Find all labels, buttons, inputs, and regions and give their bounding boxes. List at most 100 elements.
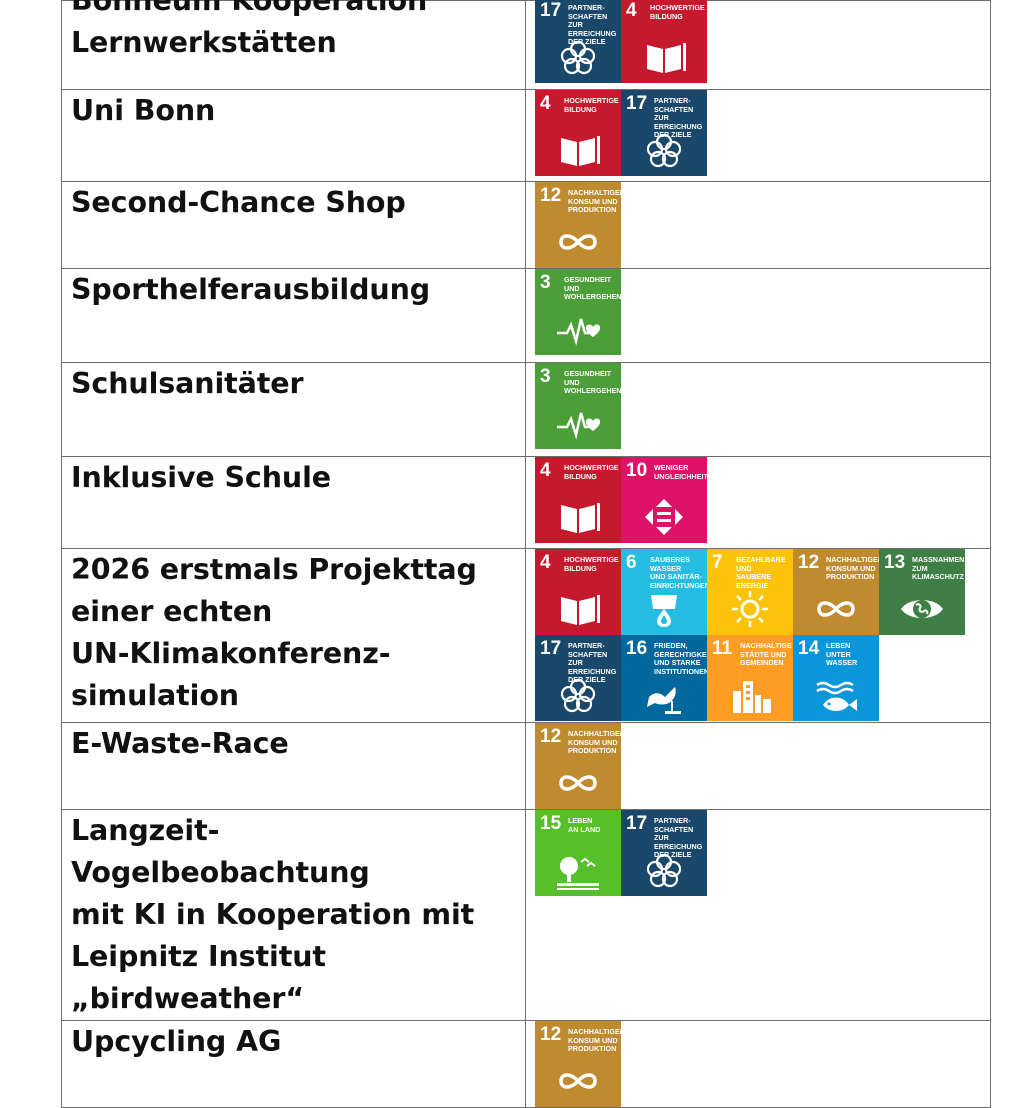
book-icon	[561, 595, 600, 625]
sdg-number: 17	[626, 93, 648, 114]
project-name-cell: Sporthelferausbildung	[61, 268, 526, 363]
project-name-cell: Uni Bonn	[61, 89, 526, 182]
sdg-tile-12: 12 NACHHALTIGE/R KONSUM UND PRODUKTION	[535, 1021, 621, 1107]
sdg-label: HOCHWERTIGE BILDUNG	[564, 555, 619, 573]
infinity-icon	[559, 234, 597, 250]
table-row: Upcycling AG 12 NACHHALTIGE/R KONSUM UND P…	[61, 1020, 991, 1108]
sdg-tile-17: 17 PARTNER- SCHAFTEN ZUR ERREICHUNG DER Z…	[535, 635, 621, 721]
project-name-cell: Second-Chance Shop	[61, 181, 526, 269]
sdg-label: HOCHWERTIGE BILDUNG	[564, 463, 619, 481]
project-name-cell: Schulsanitäter	[61, 362, 526, 457]
sdg-icons-cell: 4 HOCHWERTIGE BILDUNG 10 WENIGER UNGLEICHHE…	[525, 456, 991, 549]
infinity-icon	[817, 601, 855, 617]
sdg-icons-cell: 12 NACHHALTIGE/R KONSUM UND PRODUKTION	[525, 722, 991, 810]
infinity-icon	[559, 775, 597, 791]
sdg-label: SAUBERES WASSER UND SANITÄR- EINRICHTUNG…	[650, 555, 707, 590]
sdg-number: 4	[540, 93, 551, 114]
sdg-number: 12	[540, 185, 562, 206]
project-name: Second-Chance Shop	[71, 186, 406, 219]
sdg-icon-group: 17 PARTNER- SCHAFTEN ZUR ERREICHUNG DER Z…	[526, 0, 975, 83]
table-row: Inklusive Schule 4 HOCHWERTIGE BILDUNG 10 WE…	[61, 456, 991, 549]
sdg-tile-12: 12 NACHHALTIGE/R KONSUM UND PRODUKTION	[535, 182, 621, 268]
sdg-icon-group: 15 LEBEN AN LAND 17 PARTNER- SCHAFTEN ZUR E…	[526, 810, 975, 896]
project-name-cell: Inklusive Schule	[61, 456, 526, 549]
flower-icon	[646, 133, 682, 168]
sdg-icons-cell: 12 NACHHALTIGE/R KONSUM UND PRODUKTION	[525, 181, 991, 269]
project-name: Uni Bonn	[71, 94, 216, 127]
flower-icon	[646, 853, 682, 888]
sdg-label: MASSNAHMEN ZUM KLIMASCHUTZ	[912, 555, 965, 582]
sdg-tile-3: 3 GESUNDHEIT UND WOHLERGEHEN	[535, 363, 621, 449]
project-name-cell: Upcycling AG	[61, 1020, 526, 1108]
eye-globe-icon	[901, 600, 943, 618]
project-name: Schulsanitäter	[71, 367, 304, 400]
sdg-tile-4: 4 HOCHWERTIGE BILDUNG	[535, 549, 621, 635]
sdg-icon-group: 12 NACHHALTIGE/R KONSUM UND PRODUKTION	[526, 182, 975, 268]
sdg-number: 12	[798, 552, 820, 573]
table-row: E-Waste-Race 12 NACHHALTIGE/R KONSUM UND P…	[61, 722, 991, 810]
sdg-label: NACHHALTIGE/R KONSUM UND PRODUKTION	[568, 188, 621, 215]
project-name: 2026 erstmals Projekttag einer echten UN…	[71, 553, 477, 712]
table-row: Second-Chance Shop 12 NACHHALTIGE/R KONSUM…	[61, 181, 991, 269]
sdg-number: 3	[540, 272, 551, 293]
project-name: Inklusive Schule	[71, 461, 331, 494]
sdg-tile-17: 17 PARTNER- SCHAFTEN ZUR ERREICHUNG DER Z…	[621, 810, 707, 896]
infinity-icon	[559, 1073, 597, 1089]
sdg-icon-group: 4 HOCHWERTIGE BILDUNG 10 WENIGER UNGLEICHHE…	[526, 457, 975, 543]
sdg-icons-cell: 17 PARTNER- SCHAFTEN ZUR ERREICHUNG DER Z…	[525, 0, 991, 90]
sdg-tile-6: 6 SAUBERES WASSER UND SANITÄR- EINRICHTUN…	[621, 549, 707, 635]
project-name: Upcycling AG	[71, 1025, 282, 1058]
sdg-icon-group: 3 GESUNDHEIT UND WOHLERGEHEN	[526, 363, 975, 449]
sdg-number: 7	[712, 552, 723, 573]
buildings-icon	[733, 681, 771, 713]
equality-icon	[645, 499, 683, 535]
sdg-number: 4	[540, 460, 551, 481]
sdg-label: BEZAHLBARE UND SAUBERE ENERGIE	[736, 555, 786, 590]
sdg-number: 4	[626, 0, 637, 21]
sdg-icon-group: 12 NACHHALTIGE/R KONSUM UND PRODUKTION	[526, 1021, 975, 1107]
sdg-label: NACHHALTIGE STÄDTE UND GEMEINDEN	[740, 641, 792, 668]
table-row: Schulsanitäter 3 GESUNDHEIT UND WOHLERGEHE…	[61, 362, 991, 457]
book-icon	[561, 136, 600, 166]
sdg-number: 17	[540, 0, 562, 21]
sdg-number: 13	[884, 552, 906, 573]
table-body: Bonneum Kooperation Lernwerkstätten 17 PAR…	[61, 0, 991, 1108]
sdg-icons-cell: 3 GESUNDHEIT UND WOHLERGEHEN	[525, 268, 991, 363]
sdg-icon-group: 4 HOCHWERTIGE BILDUNG 17 PARTNER- SCHAFTEN …	[526, 90, 975, 176]
sdg-icons-cell: 3 GESUNDHEIT UND WOHLERGEHEN	[525, 362, 991, 457]
sdg-number: 17	[626, 813, 648, 834]
project-name: Bonneum Kooperation Lernwerkstätten	[71, 0, 428, 59]
sdg-label: FRIEDEN, GERECHTIGKEIT UND STARKE INSTIT…	[654, 641, 707, 676]
sdg-icon-group: 4 HOCHWERTIGE BILDUNG 6 SAUBERES WASSER UND…	[526, 549, 975, 721]
sun-icon	[732, 591, 768, 627]
project-name-cell: Bonneum Kooperation Lernwerkstätten	[61, 0, 526, 90]
sdg-icons-cell: 12 NACHHALTIGE/R KONSUM UND PRODUKTION	[525, 1020, 991, 1108]
table-row: Uni Bonn 4 HOCHWERTIGE BILDUNG 17 PARTNER- S…	[61, 89, 991, 182]
sdg-tile-4: 4 HOCHWERTIGE BILDUNG	[621, 0, 707, 83]
sdg-tile-4: 4 HOCHWERTIGE BILDUNG	[535, 457, 621, 543]
sdg-label: WENIGER UNGLEICHHEITEN	[654, 463, 707, 481]
sdg-label: NACHHALTIGE/R KONSUM UND PRODUKTION	[826, 555, 879, 582]
sdg-icons-cell: 4 HOCHWERTIGE BILDUNG 17 PARTNER- SCHAFTEN …	[525, 89, 991, 182]
sdg-label: HOCHWERTIGE BILDUNG	[564, 96, 619, 114]
sdg-label: HOCHWERTIGE BILDUNG	[650, 3, 705, 21]
sdg-number: 4	[540, 552, 551, 573]
project-name: E-Waste-Race	[71, 727, 289, 760]
sdg-number: 12	[540, 726, 562, 747]
project-sdg-table: Bonneum Kooperation Lernwerkstätten 17 PAR…	[61, 0, 991, 1108]
book-icon	[561, 503, 600, 533]
sdg-tile-17: 17 PARTNER- SCHAFTEN ZUR ERREICHUNG DER Z…	[621, 90, 707, 176]
sdg-tile-13: 13 MASSNAHMEN ZUM KLIMASCHUTZ	[879, 549, 965, 635]
sdg-label: NACHHALTIGE/R KONSUM UND PRODUKTION	[568, 1027, 621, 1054]
sdg-label: GESUNDHEIT UND WOHLERGEHEN	[564, 369, 621, 396]
sdg-tile-12: 12 NACHHALTIGE/R KONSUM UND PRODUKTION	[793, 549, 879, 635]
project-name: Langzeit- Vogelbeobachtung mit KI in Koo…	[71, 814, 475, 1015]
sdg-label: LEBEN AN LAND	[568, 816, 601, 834]
sdg-tile-14: 14 LEBEN UNTER WASSER	[793, 635, 879, 721]
book-icon	[647, 43, 686, 73]
sdg-icons-cell: 4 HOCHWERTIGE BILDUNG 6 SAUBERES WASSER UND…	[525, 548, 991, 723]
heartbeat-icon	[557, 318, 601, 346]
sdg-number: 10	[626, 460, 648, 481]
sdg-tile-7: 7 BEZAHLBARE UND SAUBERE ENERGIE	[707, 549, 793, 635]
table-row: Bonneum Kooperation Lernwerkstätten 17 PAR…	[61, 0, 991, 90]
